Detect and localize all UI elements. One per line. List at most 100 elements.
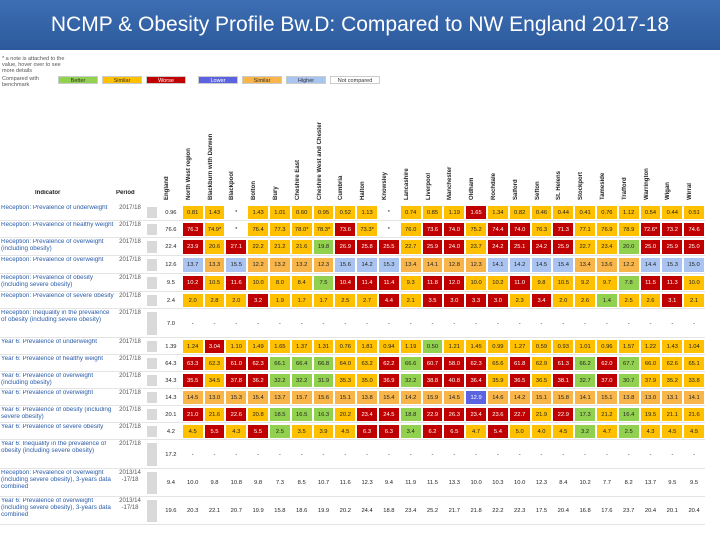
indicator-label[interactable]: Year 6: Prevalence of underweight — [1, 339, 98, 345]
value-cell: 36.2 — [247, 373, 269, 388]
legend-item[interactable]: Similar — [102, 76, 142, 84]
value-cell: - — [574, 310, 596, 337]
value-cell: 20.1 — [661, 498, 684, 524]
trend-icon[interactable] — [146, 206, 158, 219]
value-cell: 14.5 — [443, 390, 466, 405]
indicator-label[interactable]: Reception: Inequality in the prevalence … — [1, 310, 110, 323]
value-cell: 76.9 — [596, 222, 618, 237]
area-header[interactable]: Cheshire West and Chester — [316, 122, 323, 200]
indicator-label[interactable]: Reception: Prevalence of underweight — [1, 205, 108, 211]
trend-icon[interactable] — [146, 425, 158, 438]
area-header[interactable]: Halton — [360, 181, 367, 200]
value-cell: 8.4 — [290, 275, 313, 291]
indicator-label[interactable]: Year 6: Prevalence of overweight (includ… — [1, 373, 94, 386]
value-cell: 25.1 — [508, 239, 531, 255]
indicator-label[interactable]: Year 6: Prevalence of healthy weight — [1, 356, 103, 362]
area-header[interactable]: North West region — [185, 148, 192, 200]
indicator-label[interactable]: Year 6: Prevalence of overweight — [1, 390, 94, 396]
value-cell: 22.3 — [508, 498, 531, 524]
value-cell: 16.3 — [312, 407, 335, 422]
trend-icon[interactable] — [146, 442, 158, 467]
indicator-label[interactable]: Reception: Prevalence of healthy weight — [1, 222, 114, 228]
legend-item[interactable]: Similar — [242, 76, 282, 84]
value-cell: 9.8 — [530, 275, 553, 291]
trend-icon[interactable] — [146, 391, 158, 404]
indicator-label[interactable]: Year 6: Prevalence of overweight (includ… — [1, 498, 111, 518]
area-header[interactable]: Cheshire East — [294, 159, 301, 200]
indicator-label[interactable]: Reception: Prevalence of overweight (inc… — [1, 239, 104, 252]
value-cell: 63.3 — [181, 356, 204, 371]
area-header[interactable]: Knowsley — [382, 171, 388, 200]
trend-icon[interactable] — [146, 340, 158, 353]
trend-icon[interactable] — [146, 311, 158, 336]
legend-item[interactable]: Worse — [146, 76, 186, 84]
legend-item[interactable]: Higher — [286, 76, 326, 84]
indicator-label[interactable]: Year 6: Prevalence of obesity (including… — [1, 407, 112, 420]
legend-item[interactable]: Better — [58, 76, 98, 84]
value-cell: 9.4 — [160, 470, 182, 496]
legend-item[interactable]: Lower — [198, 76, 238, 84]
area-header[interactable]: Sefton — [534, 181, 541, 200]
value-cell: 15.4 — [378, 390, 400, 405]
value-cell: 3.2 — [247, 293, 269, 308]
area-header[interactable]: Oldham — [469, 177, 476, 200]
area-header[interactable]: Bolton — [251, 181, 258, 200]
trend-icon[interactable] — [146, 240, 158, 254]
value-cell: 74.6 — [683, 222, 705, 237]
trend-icon[interactable] — [146, 357, 158, 370]
value-cell: 20.2 — [334, 498, 357, 524]
area-header[interactable]: Salford — [512, 179, 519, 200]
value-cell: 0.95 — [312, 205, 335, 220]
value-cell: 23.7 — [465, 239, 487, 255]
trend-icon[interactable] — [146, 374, 158, 387]
area-header[interactable]: Cumbria — [338, 175, 345, 200]
area-header[interactable]: Tameside — [600, 172, 606, 200]
period: 2017/18 — [119, 339, 141, 345]
area-header[interactable]: Liverpool — [425, 172, 432, 200]
area-header[interactable]: Bury — [273, 186, 279, 200]
area-header[interactable]: Stockport — [578, 171, 585, 200]
value-cell: 6.3 — [378, 424, 400, 439]
value-cell: 14.2 — [508, 257, 531, 273]
indicator-label[interactable]: Year 6: Inequality in the prevalence of … — [1, 441, 107, 454]
indicator-label[interactable]: Year 6: Prevalence of severe obesity — [1, 424, 104, 430]
area-header[interactable]: St. Helens — [556, 170, 563, 200]
value-cell: 3.2 — [574, 424, 596, 439]
period: 2017/18 — [119, 424, 141, 430]
value-cell: 0.82 — [508, 205, 531, 220]
area-header[interactable]: Trafford — [621, 177, 628, 200]
trend-icon[interactable] — [146, 223, 158, 236]
value-cell: 76.3 — [181, 222, 204, 237]
trend-icon[interactable] — [146, 294, 158, 307]
area-header[interactable]: Blackburn with Darwen — [207, 133, 214, 200]
area-header[interactable]: Warrington — [643, 168, 650, 200]
area-header[interactable]: Wigan — [665, 182, 672, 200]
area-header[interactable]: Lancashire — [403, 168, 410, 200]
indicator-label[interactable]: Reception: Prevalence of obesity (includ… — [1, 275, 94, 288]
area-header[interactable]: Rochdale — [491, 172, 497, 200]
trend-icon[interactable] — [146, 276, 158, 290]
trend-icon[interactable] — [146, 258, 158, 272]
value-cell: - — [487, 441, 509, 468]
value-cell: 10.0 — [465, 470, 487, 496]
indicator-label[interactable]: Reception: Prevalence of severe obesity — [1, 293, 114, 299]
trend-icon[interactable] — [146, 499, 158, 523]
trend-icon[interactable] — [146, 408, 158, 421]
value-cell: 22.1 — [203, 498, 226, 524]
area-header[interactable]: Manchester — [447, 166, 454, 200]
area-header[interactable]: England — [164, 176, 170, 200]
area-header[interactable]: Blackpool — [229, 171, 236, 200]
value-cell: - — [465, 441, 487, 468]
value-cell: 10.3 — [487, 470, 509, 496]
value-cell: 17.5 — [530, 498, 553, 524]
value-cell: 9.4 — [378, 470, 400, 496]
value-cell: 17.6 — [596, 498, 618, 524]
legend-item[interactable]: Not compared — [330, 76, 380, 84]
indicator-label[interactable]: Reception: Prevalence of overweight — [1, 257, 104, 263]
value-cell: 20.8 — [247, 407, 269, 422]
indicator-label[interactable]: Reception: Prevalence of overweight (inc… — [1, 470, 111, 490]
column-header: Period — [116, 190, 135, 196]
value-cell: 6.5 — [443, 424, 466, 439]
area-header[interactable]: Wirral — [687, 183, 694, 200]
trend-icon[interactable] — [146, 471, 158, 495]
